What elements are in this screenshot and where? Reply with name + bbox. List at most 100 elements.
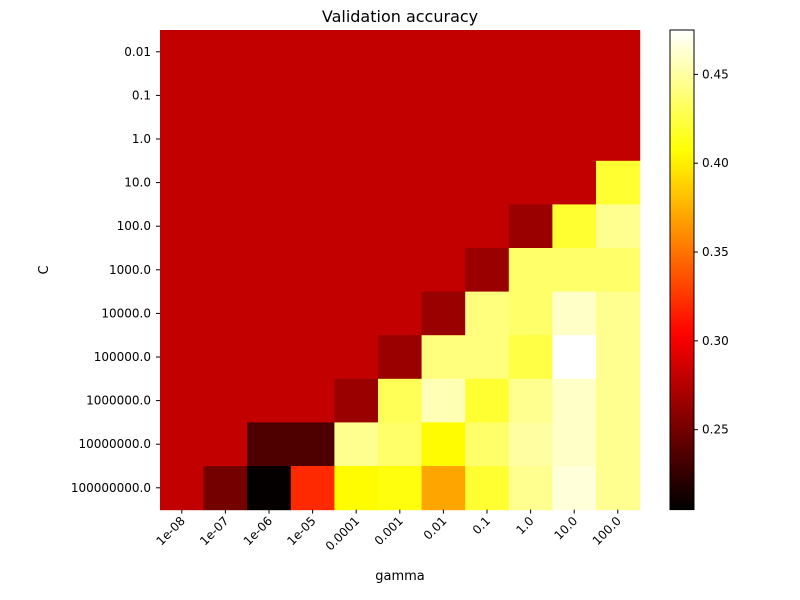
heatmap-cell (421, 204, 466, 249)
heatmap-cell (247, 466, 292, 511)
heatmap-cells (160, 30, 641, 511)
heatmap-cell (508, 160, 553, 205)
heatmap-cell (247, 204, 292, 249)
heatmap-cell (508, 422, 553, 467)
heatmap-cell (552, 422, 597, 467)
heatmap-cell (465, 422, 510, 467)
colorbar-tick-label: 0.30 (702, 334, 729, 348)
y-tick-label: 0.01 (124, 45, 151, 59)
heatmap-cell (247, 160, 292, 205)
heatmap-cell (421, 117, 466, 162)
heatmap-cell (465, 291, 510, 336)
heatmap-cell (378, 466, 423, 511)
heatmap-cell (465, 378, 510, 423)
x-tick-label: 1.0 (513, 514, 536, 537)
heatmap-cell (247, 291, 292, 336)
heatmap-cell (465, 466, 510, 511)
heatmap-cell (203, 335, 248, 380)
heatmap-cell (334, 117, 379, 162)
colorbar-gradient (669, 29, 695, 511)
y-axis-label: C (37, 265, 52, 274)
y-tick-label: 0.1 (132, 88, 151, 102)
heatmap-cell (508, 248, 553, 293)
heatmap-cell (552, 335, 597, 380)
heatmap-cell (596, 466, 641, 511)
heatmap-cell (378, 335, 423, 380)
x-tick-label: 1e-05 (284, 514, 318, 548)
heatmap-cell (552, 378, 597, 423)
heatmap-cell (203, 204, 248, 249)
heatmap-cell (378, 204, 423, 249)
y-tick-label: 10000.0 (101, 306, 151, 320)
heatmap-cell (334, 204, 379, 249)
heatmap-cell (378, 73, 423, 118)
heatmap-cell (508, 73, 553, 118)
heatmap-cell (421, 73, 466, 118)
x-tick-label: 1e-06 (241, 514, 275, 548)
heatmap-cell (203, 378, 248, 423)
heatmap-cell (596, 335, 641, 380)
heatmap-cell (596, 73, 641, 118)
heatmap-cell (378, 378, 423, 423)
heatmap-cell (247, 117, 292, 162)
heatmap-cell (596, 117, 641, 162)
heatmap-cell (160, 160, 205, 205)
heatmap-cell (552, 291, 597, 336)
heatmap-cell (160, 73, 205, 118)
heatmap-cell (334, 160, 379, 205)
heatmap-cell (203, 248, 248, 293)
chart-title: Validation accuracy (322, 7, 478, 26)
heatmap-cell (290, 30, 335, 75)
heatmap-cell (290, 378, 335, 423)
heatmap-cell (508, 378, 553, 423)
heatmap-cell (421, 466, 466, 511)
heatmap-cell (596, 248, 641, 293)
heatmap-cell (247, 248, 292, 293)
heatmap-cell (465, 160, 510, 205)
heatmap-cell (160, 335, 205, 380)
heatmap-cell (552, 248, 597, 293)
heatmap-cell (508, 30, 553, 75)
heatmap-cell (465, 73, 510, 118)
colorbar-tick-label: 0.25 (702, 423, 729, 437)
x-axis-label: gamma (375, 569, 425, 584)
heatmap-cell (203, 117, 248, 162)
heatmap-cell (160, 422, 205, 467)
x-tick-label: 0.0001 (323, 514, 363, 554)
heatmap-cell (247, 73, 292, 118)
x-tick-label: 1e-07 (197, 514, 231, 548)
colorbar: 0.25 0.30 0.35 0.40 0.45 (669, 29, 729, 511)
heatmap-cell (290, 335, 335, 380)
y-tick-label: 1000.0 (109, 263, 151, 277)
heatmap-cell (160, 30, 205, 75)
heatmap-cell (160, 466, 205, 511)
heatmap-cell (290, 117, 335, 162)
heatmap-cell (160, 378, 205, 423)
heatmap-cell (508, 466, 553, 511)
heatmap-cell (421, 291, 466, 336)
heatmap-cell (334, 378, 379, 423)
heatmap-cell (552, 204, 597, 249)
heatmap-cell (421, 378, 466, 423)
colorbar-tick-label: 0.45 (702, 67, 729, 81)
y-tick-label: 10.0 (124, 176, 151, 190)
heatmap-cell (596, 422, 641, 467)
heatmap-cell (596, 378, 641, 423)
y-tick-label: 100000.0 (94, 350, 151, 364)
heatmap-cell (378, 422, 423, 467)
y-tick-label: 10000000.0 (78, 437, 151, 451)
heatmap-cell (290, 291, 335, 336)
heatmap-cell (465, 117, 510, 162)
x-axis-ticks: 1e-08 1e-07 1e-06 1e-05 0.0001 0.001 0.01 0.1 1.… (154, 509, 624, 554)
heatmap-cell (160, 248, 205, 293)
y-tick-label: 1000000.0 (86, 394, 151, 408)
heatmap-cell (378, 117, 423, 162)
heatmap-cell (247, 378, 292, 423)
heatmap-cell (465, 248, 510, 293)
heatmap-cell (290, 422, 335, 467)
heatmap-cell (378, 30, 423, 75)
heatmap-cell (508, 335, 553, 380)
heatmap-cell (552, 160, 597, 205)
heatmap-cell (160, 204, 205, 249)
